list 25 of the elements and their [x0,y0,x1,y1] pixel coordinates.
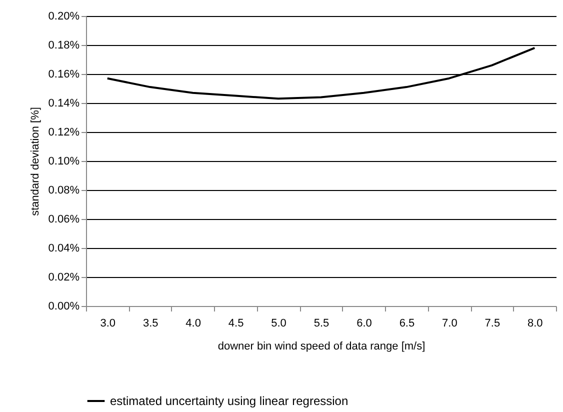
x-tick-label: 4.5 [228,318,244,330]
y-tick-label: 0.04% [48,242,80,254]
legend-label: estimated uncertainty using linear regression [110,394,348,408]
y-tick-label: 0.20% [48,10,80,22]
x-tick-label: 3.5 [142,318,158,330]
x-tick-label: 8.0 [527,318,543,330]
y-axis-title: standard deviation [%] [29,107,42,216]
y-tick-label: 0.08% [48,184,80,196]
y-tick-label: 0.10% [48,156,80,168]
y-tick-label: 0.18% [48,40,80,52]
y-tick-label: 0.16% [48,68,80,80]
y-tick-label: 0.14% [48,98,80,110]
x-tick-label: 5.5 [314,318,330,330]
x-axis-title: downer bin wind speed of data range [m/s] [218,340,426,352]
x-tick-label: 7.5 [484,318,500,330]
y-tick-label: 0.06% [48,214,80,226]
y-tick-label: 0.00% [48,300,80,312]
y-tick-label: 0.02% [48,272,80,284]
x-tick-label: 4.0 [186,318,201,330]
x-tick-label: 3.0 [100,318,116,330]
y-tick-label: 0.12% [48,126,80,138]
x-tick-label: 6.0 [356,318,372,330]
x-tick-label: 5.0 [271,318,286,330]
x-tick-label: 7.0 [442,318,458,330]
x-tick-label: 6.5 [399,318,415,330]
